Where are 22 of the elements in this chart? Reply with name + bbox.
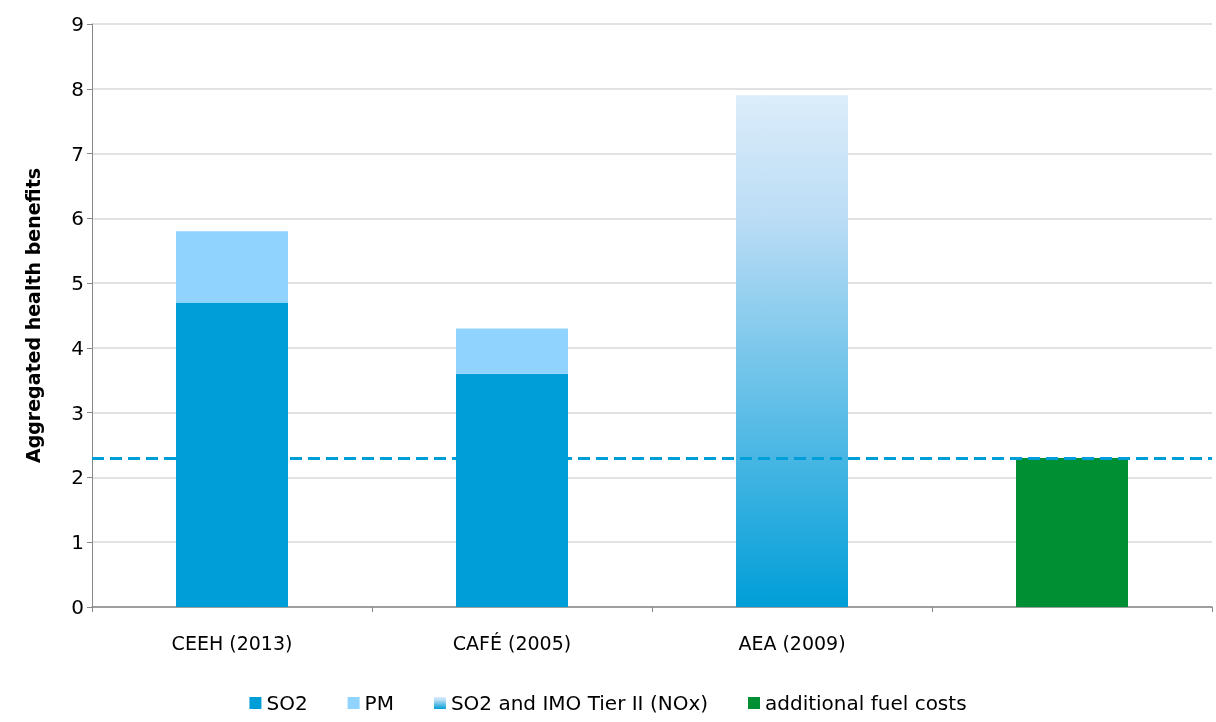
x-tick-label: CEEH (2013)	[171, 631, 293, 654]
y-tick-label: 6	[71, 206, 84, 231]
x-tick-label: AEA (2009)	[738, 631, 846, 654]
y-tick-label: 8	[71, 76, 84, 101]
bar	[456, 328, 568, 374]
y-tick-label: 7	[71, 141, 84, 166]
legend-label: additional fuel costs	[765, 691, 967, 715]
y-tick-label: 2	[71, 465, 84, 490]
bar	[736, 95, 848, 607]
legend-label: SO2 and IMO Tier II (NOx)	[450, 691, 709, 715]
y-tick-label: 4	[71, 335, 84, 360]
y-axis-title: Aggregated health benefits	[21, 167, 44, 464]
y-tick-label: 0	[71, 595, 84, 619]
y-tick-label: 3	[71, 400, 84, 425]
x-tick-label: CAFÉ (2005)	[452, 631, 572, 654]
bar	[1016, 458, 1128, 607]
y-tick-label: 5	[71, 271, 84, 296]
bar	[176, 231, 288, 303]
legend-label: SO2	[266, 691, 308, 715]
y-tick-label: 9	[71, 12, 84, 36]
legend-label: PM	[364, 691, 394, 715]
y-tick-label: 1	[71, 530, 84, 555]
